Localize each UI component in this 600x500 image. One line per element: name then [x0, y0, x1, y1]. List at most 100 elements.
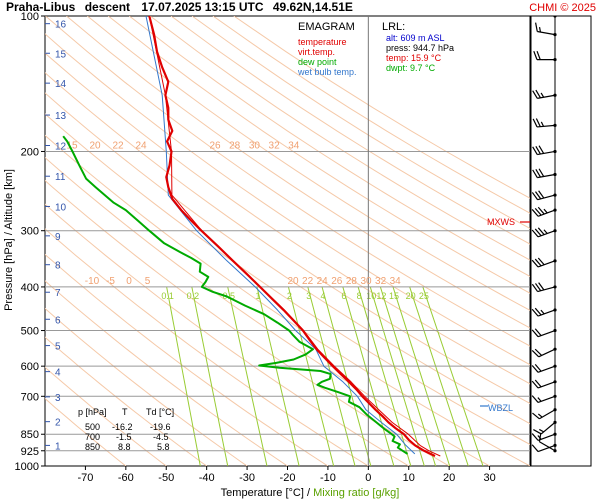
- temperature-line: [148, 16, 436, 457]
- altitude-tick-label: 11: [55, 172, 66, 183]
- y-axis-pressure-label: Pressure [hPa] / Altitude [km]: [3, 169, 15, 311]
- wbzl-marker: WBZL: [480, 403, 513, 413]
- mixing-ratio-label: 3: [306, 291, 311, 301]
- dry-adiabat-line: [128, 16, 530, 277]
- sounding-mode: descent: [85, 0, 130, 14]
- isotherm-label: 20: [287, 276, 299, 287]
- altitude-tick-label: 4: [55, 368, 61, 379]
- altitude-tick-label: 8: [55, 261, 61, 272]
- altitude-tick-label: 6: [55, 315, 61, 326]
- pressure-tick-label: 400: [21, 282, 39, 294]
- wind-barb-flag: [536, 50, 541, 60]
- wind-barb-half-flag: [539, 428, 544, 433]
- dry-adiabat-line: [45, 52, 530, 385]
- chart-title: Praha-Libus descent 17.07.2025 13:15 UTC…: [6, 0, 353, 14]
- mixing-ratio-label: 0.5: [222, 291, 235, 301]
- isotherm-label: 15: [66, 140, 78, 151]
- mixing-ratio-line: [191, 286, 229, 466]
- wind-barb-flag: [535, 118, 541, 127]
- table-cell: 5.8: [157, 442, 170, 452]
- station-name: Praha-Libus: [6, 0, 76, 14]
- sounding-datetime: 17.07.2025 13:15 UTC: [141, 0, 263, 14]
- dry-adiabat-line: [45, 33, 530, 366]
- mixing-ratio-label: 25: [419, 291, 429, 301]
- isotherm-label: 20: [89, 140, 101, 151]
- station-coords: 49.62N,14.51E: [273, 0, 353, 14]
- mixing-ratio-line: [287, 286, 335, 466]
- wind-barb-flag: [531, 433, 539, 441]
- level-table: p [hPa] T Td [°C] 500 -16.2 -19.6 700 -1…: [78, 407, 174, 452]
- wind-barb-flag: [537, 257, 545, 266]
- altitude-tick-label: 15: [55, 49, 67, 60]
- temperature-axis: -70 -60 -50 -40 -30 -20 -10 0 10 20 30: [77, 466, 496, 484]
- wind-barb-flag: [531, 350, 540, 358]
- wind-barb-flag: [531, 192, 539, 201]
- wind-barb-flag: [531, 444, 539, 452]
- wind-barb-flag: [534, 258, 542, 267]
- wind-barb-half-flag: [537, 397, 542, 402]
- mixing-ratio-label: 4: [321, 291, 326, 301]
- temperature-tick-label: -40: [199, 472, 215, 484]
- wind-barbs: [531, 16, 557, 453]
- dry-adiabat-line: [45, 72, 530, 405]
- wbzl-label: WBZL: [488, 403, 513, 413]
- wind-barb-flag: [534, 364, 542, 372]
- pressure-tick-label: 600: [21, 361, 39, 373]
- wind-barb-flag: [538, 190, 545, 199]
- wind-barb-flag: [533, 50, 538, 60]
- isotherm-label: 26: [331, 276, 343, 287]
- isotherm-label: 30: [360, 276, 372, 287]
- sounding-profiles: [62, 16, 441, 457]
- altitude-tick-label: 1: [55, 441, 61, 452]
- mxws-label: MXWS: [487, 217, 515, 227]
- mixing-ratio-line: [227, 286, 268, 466]
- y-axis-label: Pressure [hPa] / Altitude [km]: [3, 169, 15, 311]
- isotherm-label: 5: [145, 276, 151, 287]
- pressure-tick-label: 100: [21, 11, 39, 23]
- wind-barb-half-flag: [540, 121, 545, 127]
- isotherm-label: 34: [288, 140, 300, 151]
- legend-item-dew-point: dew point: [298, 57, 337, 67]
- altitude-tick-label: 14: [55, 79, 67, 90]
- table-cell: -19.6: [150, 422, 171, 432]
- wind-barb-flag: [531, 259, 539, 268]
- temperature-tick-label: 10: [403, 472, 415, 484]
- wind-barb-flag: [535, 169, 541, 178]
- wind-barb-half-flag: [538, 27, 542, 33]
- wind-barb-flag: [534, 307, 542, 316]
- isotherm-label: 0: [126, 276, 132, 287]
- wind-barb-half-flag: [543, 229, 548, 234]
- plot-frame: [44, 15, 531, 467]
- wind-barb-half-flag: [537, 435, 542, 440]
- wind-barb-flag: [531, 380, 539, 389]
- mixing-ratio-line: [392, 286, 451, 466]
- mixing-ratio-line: [357, 286, 412, 466]
- table-cell: 700: [85, 432, 100, 442]
- wind-barb-flag: [537, 206, 545, 215]
- x-axis-label: Temperature [°C] / Mixing ratio [g/kg]: [221, 487, 400, 499]
- wind-barb-flag: [531, 283, 539, 292]
- wind-barb-staff: [537, 444, 556, 453]
- mixing-ratio-label: 0.1: [161, 291, 174, 301]
- wind-panel: [530, 15, 592, 467]
- isotherm-label: 30: [249, 140, 261, 151]
- wind-barb-flag: [531, 308, 539, 317]
- dry-adiabat-line: [107, 16, 530, 294]
- lrl-dewpoint: dwpt: 9.7 °C: [386, 63, 436, 73]
- pressure-axis: 100 200 300 400 500 600 700 850 925 1000: [15, 11, 45, 473]
- temperature-tick-label: -20: [280, 472, 296, 484]
- table-cell: -16.2: [112, 422, 133, 432]
- mixing-ratio-label: 12: [376, 291, 386, 301]
- lrl-title: LRL:: [382, 21, 405, 33]
- mixing-ratio-line: [422, 286, 484, 466]
- wind-barb-staff: [539, 441, 556, 452]
- legend-item-wet-bulb: wet bulb temp.: [297, 67, 357, 77]
- dry-adiabat-line: [233, 16, 530, 199]
- dry-adiabat-line: [149, 16, 530, 261]
- pressure-tick-label: 700: [21, 391, 39, 403]
- wind-barb-flag: [538, 145, 545, 154]
- lrl-pressure: press: 944.7 hPa: [386, 43, 454, 53]
- pressure-tick-label: 200: [21, 146, 39, 158]
- wind-barb-flag: [537, 227, 545, 236]
- isotherm-label: 26: [209, 140, 221, 151]
